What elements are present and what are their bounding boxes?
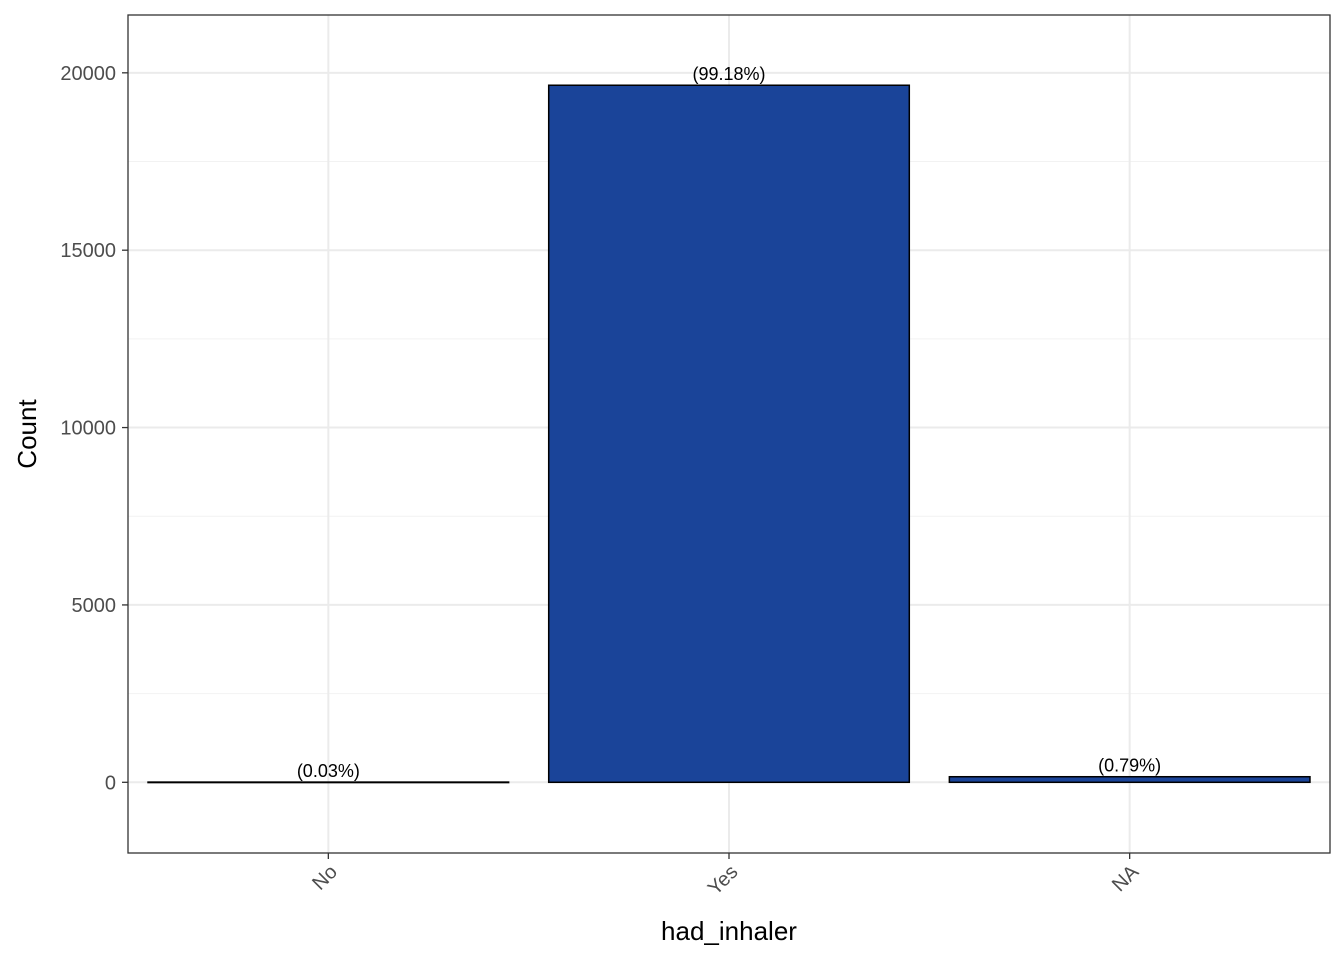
y-tick-label: 20000 bbox=[60, 63, 116, 85]
y-axis-title: Count bbox=[12, 399, 42, 469]
bar-labels: (0.03%) (99.18%) (0.79%) bbox=[297, 64, 1161, 781]
y-tick-label: 5000 bbox=[72, 595, 117, 617]
bars bbox=[147, 84, 1311, 784]
bar-no bbox=[147, 781, 510, 784]
bar-yes bbox=[547, 84, 911, 784]
bar-label-no: (0.03%) bbox=[297, 761, 360, 781]
y-tick-label: 10000 bbox=[60, 418, 116, 440]
bar-label-yes: (99.18%) bbox=[692, 64, 765, 84]
x-axis-title: had_inhaler bbox=[661, 916, 797, 946]
y-axis: 0 5000 10000 15000 20000 bbox=[60, 63, 128, 794]
bar-na bbox=[948, 775, 1311, 784]
y-tick-label: 15000 bbox=[60, 240, 116, 262]
bar-label-na: (0.79%) bbox=[1098, 756, 1161, 776]
y-tick-label: 0 bbox=[105, 772, 116, 794]
